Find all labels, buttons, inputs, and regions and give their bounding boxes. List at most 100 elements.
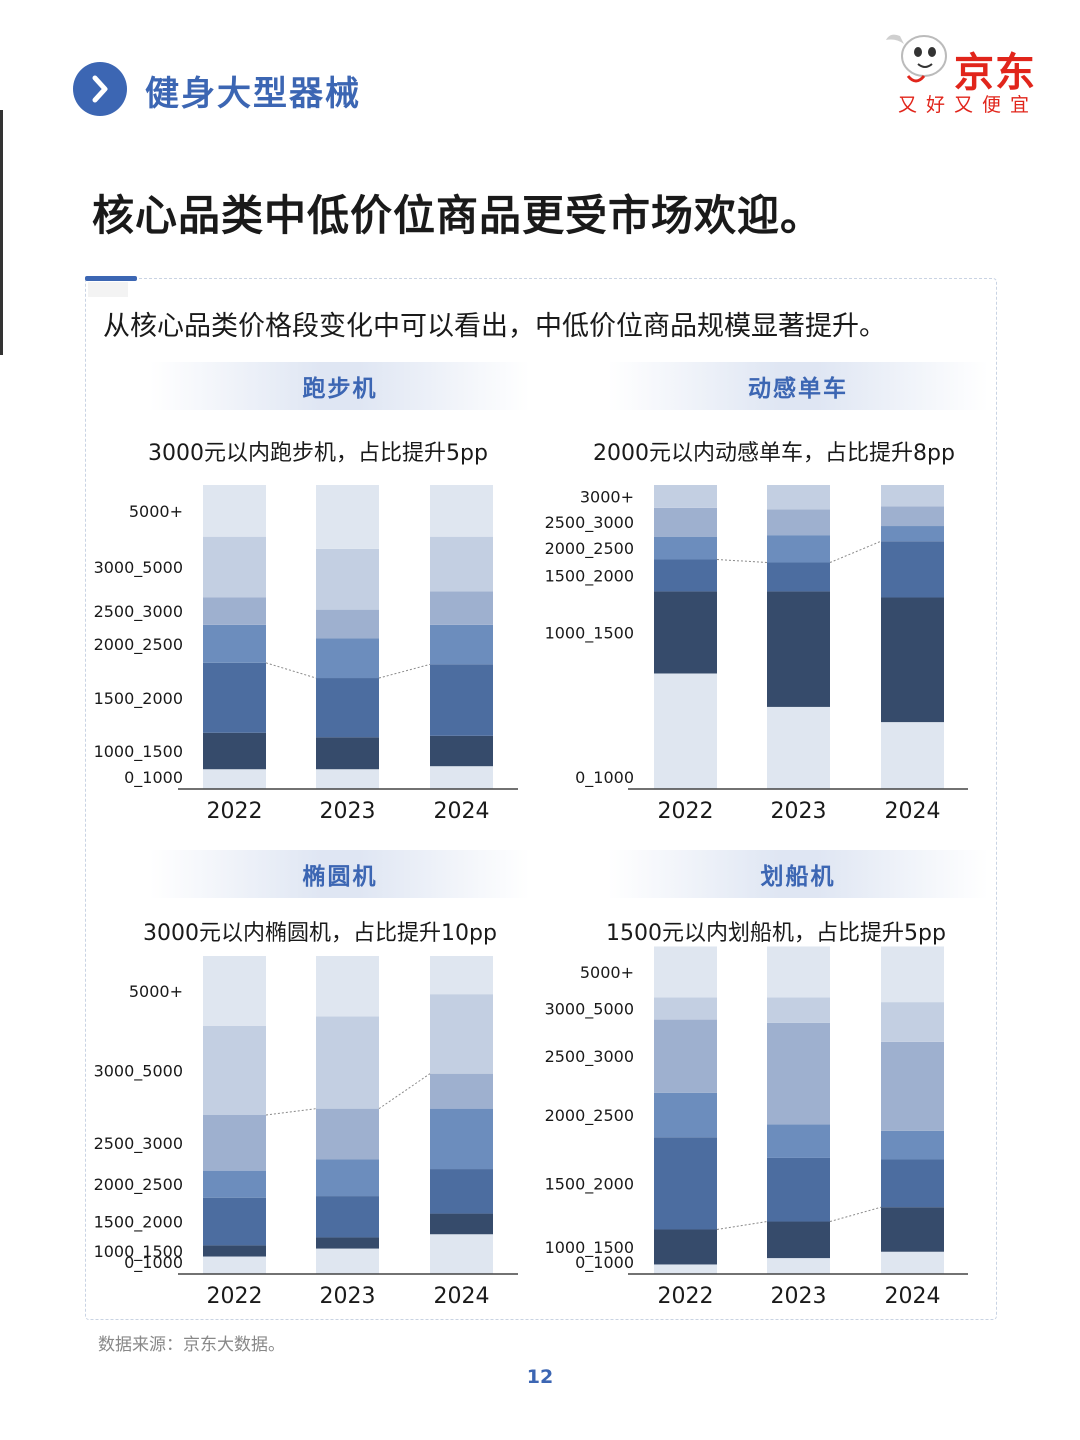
segment-label: 2500_3000 — [94, 1134, 183, 1154]
bar-segment — [203, 1115, 266, 1171]
bar-segment — [881, 1159, 944, 1208]
bar-segment — [430, 1108, 493, 1170]
bar-segment — [767, 1022, 830, 1125]
x-tick-label: 2024 — [885, 799, 941, 824]
segment-label: 3000_5000 — [545, 999, 634, 1019]
chart-title-text: 椭圆机 — [302, 864, 378, 890]
connector-line — [265, 662, 317, 679]
segment-label: 0_1000 — [124, 1253, 183, 1273]
data-source: 数据来源：京东大数据。 — [98, 1335, 285, 1355]
bar-segment — [316, 1237, 379, 1249]
bar-segment — [430, 1213, 493, 1235]
segment-label: 2000_2500 — [94, 1175, 183, 1195]
bar-segment — [767, 946, 830, 998]
bar-segment — [767, 1221, 830, 1259]
connector-line — [829, 540, 882, 563]
bar-segment — [881, 1041, 944, 1131]
bar-segment — [316, 678, 379, 738]
segment-label: 3000_5000 — [94, 558, 183, 578]
bar-segment — [881, 722, 944, 789]
bar-segment — [654, 591, 717, 674]
x-tick-label: 2022 — [207, 799, 263, 824]
bar-segment — [767, 509, 830, 536]
segment-label: 1000_1500 — [94, 1242, 183, 1262]
bar-segment — [430, 664, 493, 736]
bar-segment — [316, 1159, 379, 1197]
bar-segment — [654, 485, 717, 508]
bar-segment — [430, 956, 493, 995]
bar-segment — [203, 485, 266, 537]
bar-segment — [654, 1229, 717, 1265]
chart-title-text: 动感单车 — [748, 376, 848, 402]
segment-label: 2000_2500 — [545, 1106, 634, 1126]
connector-line — [716, 558, 768, 564]
bar-segment — [881, 1251, 944, 1274]
bar-segment — [654, 997, 717, 1020]
segment-label: 2500_3000 — [545, 1047, 634, 1067]
chart-title-treadmill: 跑步机 — [150, 362, 530, 410]
bar-segment — [203, 732, 266, 770]
jd-logo: 京东 又好又便宜 — [880, 28, 1050, 118]
bar-segment — [881, 485, 944, 507]
bar-segment — [767, 1124, 830, 1158]
panel-accent-shade — [88, 282, 128, 297]
bar-segment — [430, 624, 493, 665]
left-edge-rule — [0, 110, 3, 355]
x-tick-label: 2023 — [320, 1284, 376, 1309]
bar-segment — [203, 1170, 266, 1198]
chevron-right-icon — [73, 62, 127, 116]
bar-segment — [767, 1258, 830, 1274]
bar-segment — [654, 673, 717, 789]
connector-line — [378, 663, 431, 679]
segment-label: 2000_2500 — [94, 635, 183, 655]
bar-segment — [654, 1264, 717, 1274]
bar-segment — [430, 1073, 493, 1109]
segment-label: 1000_1500 — [545, 1238, 634, 1258]
bar-segment — [316, 638, 379, 679]
bar-segment — [203, 662, 266, 733]
bar-segment — [654, 1092, 717, 1138]
bar-segment — [430, 485, 493, 537]
segment-label: 5000+ — [129, 982, 183, 1001]
x-tick-label: 2023 — [320, 799, 376, 824]
x-tick-label: 2024 — [885, 1284, 941, 1309]
x-tick-label: 2023 — [771, 1284, 827, 1309]
bar-segment — [316, 1248, 379, 1274]
bar-segment — [316, 769, 379, 789]
bar-segment — [881, 1002, 944, 1042]
bar-segment — [654, 1137, 717, 1230]
bar-segment — [316, 1196, 379, 1238]
segment-label: 3000_5000 — [94, 1061, 183, 1081]
bar-segment — [767, 706, 830, 789]
bar-segment — [767, 591, 830, 707]
bar-segment — [316, 1016, 379, 1109]
segment-label: 0_1000 — [124, 768, 183, 788]
chart-title-spin-bike: 动感单车 — [608, 362, 988, 410]
bar-segment — [203, 1245, 266, 1257]
bar-segment — [767, 535, 830, 563]
page-number: 12 — [526, 1366, 554, 1388]
segment-label: 2000_2500 — [545, 539, 634, 559]
bar-segment — [203, 1025, 266, 1115]
segment-label: 0_1000 — [575, 768, 634, 788]
bar-segment — [203, 624, 266, 663]
segment-label: 1500_2000 — [94, 689, 183, 709]
intro-text: 从核心品类价格段变化中可以看出，中低价位商品规模显著提升。 — [103, 311, 886, 342]
segment-label: 2500_3000 — [94, 602, 183, 622]
x-tick-label: 2022 — [207, 1284, 263, 1309]
section-title: 健身大型器械 — [145, 74, 361, 114]
chart-title-text: 跑步机 — [302, 376, 378, 402]
bar-segment — [767, 1157, 830, 1222]
bar-segment — [881, 1130, 944, 1160]
connector-line — [265, 1108, 317, 1116]
bar-segment — [430, 1169, 493, 1214]
connector-line — [716, 1221, 768, 1230]
connector-line — [378, 1073, 431, 1110]
bar-segment — [316, 1108, 379, 1160]
x-tick-label: 2022 — [658, 1284, 714, 1309]
bar-segment — [881, 946, 944, 1003]
segment-label: 1500_2000 — [545, 566, 634, 586]
segment-label: 2500_3000 — [545, 513, 634, 533]
bar-segment — [430, 735, 493, 767]
